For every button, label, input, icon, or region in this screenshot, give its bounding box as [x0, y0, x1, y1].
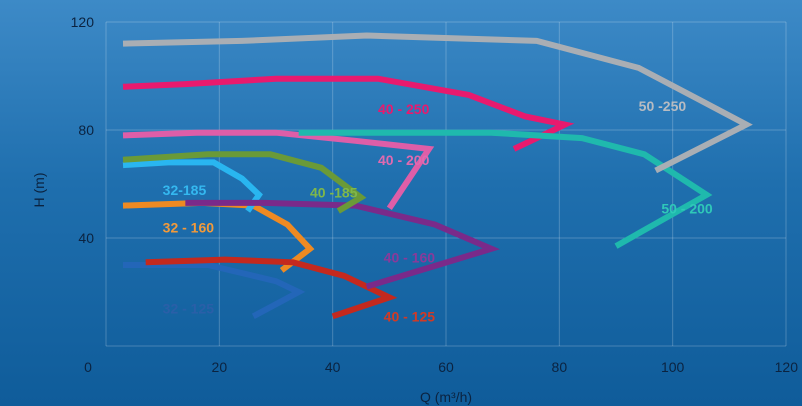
series-label: 50 - 200 — [661, 201, 713, 217]
series-label: 32-185 — [163, 182, 207, 198]
series-label: 40 - 160 — [384, 249, 436, 265]
y-tick-labels: 40 80 120 — [71, 14, 95, 246]
series-line — [145, 256, 398, 320]
y-tick-label: 120 — [71, 14, 95, 30]
series-label: 50 -250 — [639, 98, 687, 114]
x-tick-label: 0 — [84, 359, 92, 375]
series-line — [122, 75, 575, 152]
series-line — [298, 129, 713, 249]
y-tick-label: 80 — [78, 122, 94, 138]
series-line — [122, 129, 435, 210]
x-tick-label: 80 — [552, 359, 568, 375]
series-label: 40 - 200 — [378, 152, 430, 168]
series-lines — [122, 32, 753, 320]
series-label: 40 - 125 — [384, 309, 436, 325]
series-label: 32 - 125 — [163, 301, 215, 317]
gridlines — [105, 21, 787, 347]
y-tick-label: 40 — [78, 230, 94, 246]
series-line — [122, 159, 263, 213]
series-line — [122, 151, 367, 214]
x-axis-label: Q (m³/h) — [420, 389, 472, 405]
x-tick-label: 20 — [212, 359, 228, 375]
series-label: 40 - 250 — [378, 101, 430, 117]
series-labels: 32 - 125 32 - 160 32-185 40 - 125 40 - 160 40… — [163, 98, 713, 325]
y-axis-label: H (m) — [31, 173, 47, 208]
x-tick-label: 100 — [661, 359, 685, 375]
x-tick-label: 60 — [438, 359, 454, 375]
series-line — [185, 199, 501, 290]
series-label: 40 -185 — [310, 185, 358, 201]
series-label: 32 - 160 — [163, 220, 215, 236]
x-tick-label: 120 — [775, 359, 799, 375]
x-tick-labels: 0 20 40 60 80 100 120 — [84, 359, 798, 375]
x-tick-label: 40 — [325, 359, 341, 375]
series-line — [123, 262, 306, 319]
series-line — [122, 32, 753, 174]
